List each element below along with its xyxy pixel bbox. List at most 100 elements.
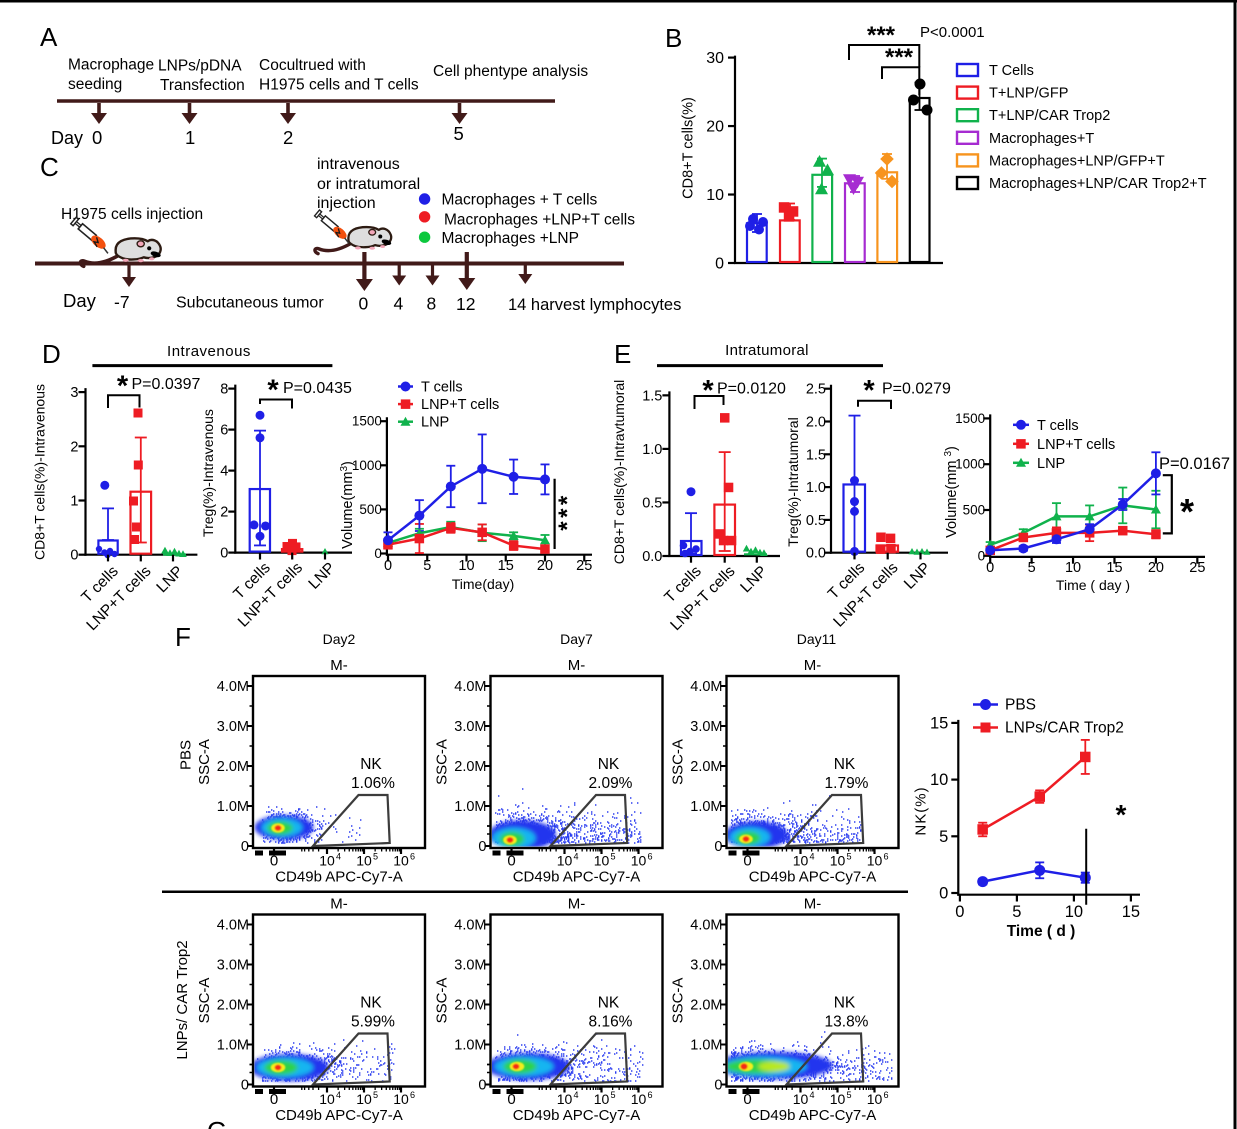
svg-text:1500: 1500	[352, 414, 382, 429]
svg-text:5: 5	[1028, 560, 1036, 576]
svg-text:8: 8	[427, 294, 437, 314]
svg-text:1: 1	[70, 494, 78, 510]
svg-text:2.0M: 2.0M	[454, 998, 486, 1014]
svg-text:0: 0	[92, 127, 102, 148]
svg-text:10: 10	[830, 1091, 846, 1107]
svg-text:8: 8	[220, 382, 228, 398]
svg-text:Macrophages +LNP+T cells: Macrophages +LNP+T cells	[444, 212, 635, 229]
svg-text:P=0.0167: P=0.0167	[1159, 455, 1230, 473]
svg-text:1.0M: 1.0M	[454, 1038, 486, 1054]
svg-text:0: 0	[714, 839, 722, 855]
svg-text:A: A	[40, 22, 58, 52]
svg-text:M-: M-	[568, 896, 586, 913]
svg-text:0: 0	[270, 1091, 278, 1108]
svg-text:*: *	[117, 371, 129, 403]
svg-text:LNPs/CAR Trop2: LNPs/CAR Trop2	[1005, 720, 1124, 737]
svg-text:P=0.0397: P=0.0397	[132, 376, 201, 393]
svg-text:Day2: Day2	[323, 631, 356, 647]
svg-text:3.0M: 3.0M	[217, 958, 249, 974]
svg-text:intravenous: intravenous	[317, 156, 400, 173]
svg-text:Transfection: Transfection	[160, 77, 245, 94]
svg-text:LNPs/pDNA: LNPs/pDNA	[158, 58, 242, 75]
svg-text:0: 0	[955, 903, 964, 921]
svg-text:15: 15	[1122, 903, 1140, 921]
svg-text:Cocultrued with: Cocultrued with	[259, 57, 366, 74]
svg-text:PBS: PBS	[1005, 697, 1036, 714]
svg-text:5: 5	[423, 558, 431, 574]
svg-text:Treg(%)-Intratumoral: Treg(%)-Intratumoral	[785, 417, 801, 546]
svg-text:6: 6	[884, 1090, 889, 1100]
svg-text:*: *	[267, 375, 279, 407]
svg-text:6: 6	[884, 852, 889, 862]
svg-text:CD49b APC-Cy7-A: CD49b APC-Cy7-A	[513, 1107, 641, 1124]
svg-text:6: 6	[648, 852, 653, 862]
svg-text:3.0M: 3.0M	[454, 719, 486, 735]
svg-text:M-: M-	[330, 657, 348, 674]
svg-text:CD49b APC-Cy7-A: CD49b APC-Cy7-A	[275, 1107, 403, 1124]
svg-text:0: 0	[939, 885, 948, 903]
svg-text:Macrophages+LNP/GFP+T: Macrophages+LNP/GFP+T	[989, 153, 1165, 169]
svg-text:SSC-A: SSC-A	[434, 739, 451, 785]
svg-text:NK(%): NK(%)	[913, 786, 930, 835]
svg-text:8.16%: 8.16%	[589, 1014, 633, 1031]
svg-text:***: ***	[867, 22, 896, 49]
svg-text:2: 2	[283, 127, 293, 148]
svg-text:10: 10	[631, 1091, 647, 1107]
svg-text:Day: Day	[51, 128, 83, 148]
svg-text:Macrophages + T cells: Macrophages + T cells	[442, 192, 598, 209]
svg-text:H1975 cells injection: H1975 cells injection	[61, 206, 203, 223]
svg-text:12: 12	[456, 294, 475, 314]
svg-text:3.0M: 3.0M	[217, 719, 249, 735]
svg-text:LNP+T cells: LNP+T cells	[1037, 437, 1115, 453]
svg-text:*: *	[1116, 799, 1127, 830]
svg-text:0: 0	[270, 853, 278, 870]
svg-text:3: 3	[70, 385, 78, 401]
svg-text:LNP: LNP	[1037, 456, 1065, 472]
svg-text:Macrophages+T: Macrophages+T	[989, 131, 1094, 147]
svg-text:30: 30	[706, 50, 724, 67]
svg-text:1500: 1500	[955, 411, 985, 426]
svg-text:10: 10	[867, 1091, 883, 1107]
svg-text:G: G	[207, 1116, 227, 1129]
svg-text:P=0.0120: P=0.0120	[717, 381, 786, 398]
svg-text:E: E	[614, 339, 631, 369]
svg-text:*: *	[863, 375, 875, 407]
svg-text:CD49b APC-Cy7-A: CD49b APC-Cy7-A	[749, 869, 877, 886]
svg-text:10: 10	[393, 853, 409, 869]
svg-text:10: 10	[557, 1091, 573, 1107]
svg-text:Day7: Day7	[560, 631, 593, 647]
svg-text:1.0: 1.0	[642, 442, 662, 458]
svg-text:6: 6	[220, 423, 228, 439]
svg-text:1.0M: 1.0M	[454, 799, 486, 815]
svg-text:NK: NK	[834, 756, 856, 773]
svg-text:Time(day): Time(day)	[452, 576, 515, 592]
svg-text:0: 0	[220, 546, 228, 562]
svg-text:CD49b APC-Cy7-A: CD49b APC-Cy7-A	[749, 1107, 877, 1124]
svg-text:M-: M-	[568, 657, 586, 674]
svg-text:Volume(mm 3): Volume(mm 3)	[943, 446, 960, 538]
svg-text:CD8+T cells(%): CD8+T cells(%)	[681, 97, 697, 199]
svg-text:2.0M: 2.0M	[454, 759, 486, 775]
svg-text:0: 0	[986, 560, 994, 576]
svg-text:Macrophage: Macrophage	[68, 57, 154, 74]
svg-text:1.06%: 1.06%	[351, 775, 395, 792]
svg-text:Treg(%)-Intravenous: Treg(%)-Intravenous	[200, 409, 216, 537]
svg-text:3.0M: 3.0M	[690, 719, 722, 735]
svg-text:6: 6	[648, 1090, 653, 1100]
svg-text:P=0.0435: P=0.0435	[283, 380, 352, 397]
svg-text:10: 10	[1065, 560, 1081, 576]
svg-text:1.0M: 1.0M	[690, 799, 722, 815]
svg-text:10: 10	[458, 558, 474, 574]
svg-text:10: 10	[319, 853, 335, 869]
svg-text:2.5: 2.5	[806, 382, 826, 398]
svg-text:0: 0	[507, 853, 515, 870]
svg-text:PBS: PBS	[178, 740, 195, 770]
svg-text:0: 0	[70, 548, 78, 564]
svg-text:CD8+T cells(%)-Intravenous: CD8+T cells(%)-Intravenous	[32, 384, 48, 560]
svg-text:4: 4	[336, 1090, 341, 1100]
svg-text:5: 5	[847, 1090, 852, 1100]
svg-text:13.8%: 13.8%	[825, 1014, 869, 1031]
svg-text:2.09%: 2.09%	[589, 775, 633, 792]
svg-text:2.0M: 2.0M	[217, 759, 249, 775]
svg-text:10: 10	[319, 1091, 335, 1107]
